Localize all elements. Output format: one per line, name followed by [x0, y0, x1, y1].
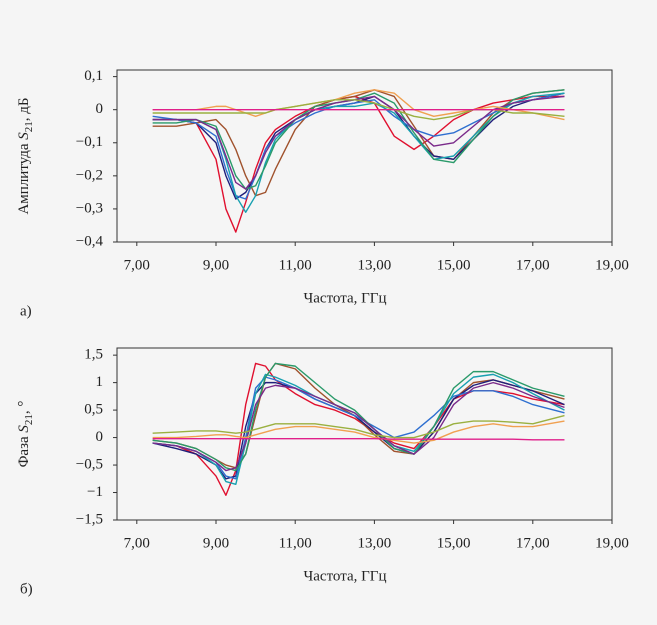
panel-label: а): [20, 303, 32, 319]
y-tick-label: 0: [96, 101, 104, 117]
x-tick-label: 9,00: [203, 257, 229, 273]
y-label-subscript: 21: [23, 414, 35, 425]
x-tick-label: 13,00: [358, 535, 392, 551]
y-tick-label: −0,4: [76, 233, 104, 249]
y-tick-label: −0,5: [76, 456, 103, 472]
data-line: [152, 95, 565, 233]
y-axis-label: Фаза S21, °: [16, 401, 34, 468]
data-line: [152, 92, 565, 213]
x-tick-label: 15,00: [437, 257, 471, 273]
y-tick-label: −0,2: [76, 167, 103, 183]
x-tick-label: 17,00: [516, 257, 550, 273]
y-tick-label: 1,5: [84, 347, 103, 363]
data-line: [152, 373, 565, 485]
x-tick-label: 15,00: [437, 535, 471, 551]
data-line: [152, 89, 565, 121]
y-label-subscript: 21: [23, 121, 35, 132]
y-label-text: , дБ: [16, 97, 32, 121]
y-tick-label: −0,1: [76, 134, 103, 150]
data-line: [152, 89, 565, 190]
x-tick-label: 19,00: [595, 257, 629, 273]
y-label-text: Фаза: [16, 433, 32, 468]
y-label-symbol: S: [16, 132, 32, 140]
x-axis-label: Частота, ГГц: [304, 568, 387, 584]
x-tick-label: 7,00: [124, 257, 150, 273]
y-tick-label: 0: [96, 429, 104, 445]
plot-frame: [116, 347, 613, 521]
y-tick-label: 0,5: [84, 402, 103, 418]
x-tick-label: 17,00: [516, 535, 550, 551]
data-line: [152, 420, 565, 444]
y-tick-label: −1: [87, 484, 103, 500]
x-tick-label: 13,00: [358, 257, 392, 273]
y-tick-label: 0,1: [84, 68, 103, 84]
data-line: [152, 376, 565, 480]
data-line: [152, 362, 565, 469]
y-axis-label: Амплитуда S21, дБ: [16, 97, 34, 214]
y-tick-label: −1,5: [76, 511, 103, 527]
data-line: [152, 414, 565, 439]
y-label-text: Амплитуда: [16, 140, 32, 215]
x-tick-label: 11,00: [279, 257, 312, 273]
x-tick-label: 9,00: [203, 535, 229, 551]
x-tick-label: 7,00: [124, 535, 150, 551]
x-axis-label: Частота, ГГц: [304, 290, 387, 306]
plot-frame: [116, 69, 613, 243]
y-label-symbol: S: [16, 425, 32, 433]
y-label-text: , °: [16, 401, 32, 415]
data-line: [152, 437, 565, 441]
data-line: [152, 362, 565, 472]
panel-label: б): [20, 581, 33, 597]
y-tick-label: −0,3: [76, 200, 103, 216]
y-tick-label: 1: [96, 374, 104, 390]
data-line: [152, 95, 565, 190]
x-tick-label: 19,00: [595, 535, 629, 551]
data-line: [152, 381, 565, 472]
x-tick-label: 11,00: [279, 535, 312, 551]
